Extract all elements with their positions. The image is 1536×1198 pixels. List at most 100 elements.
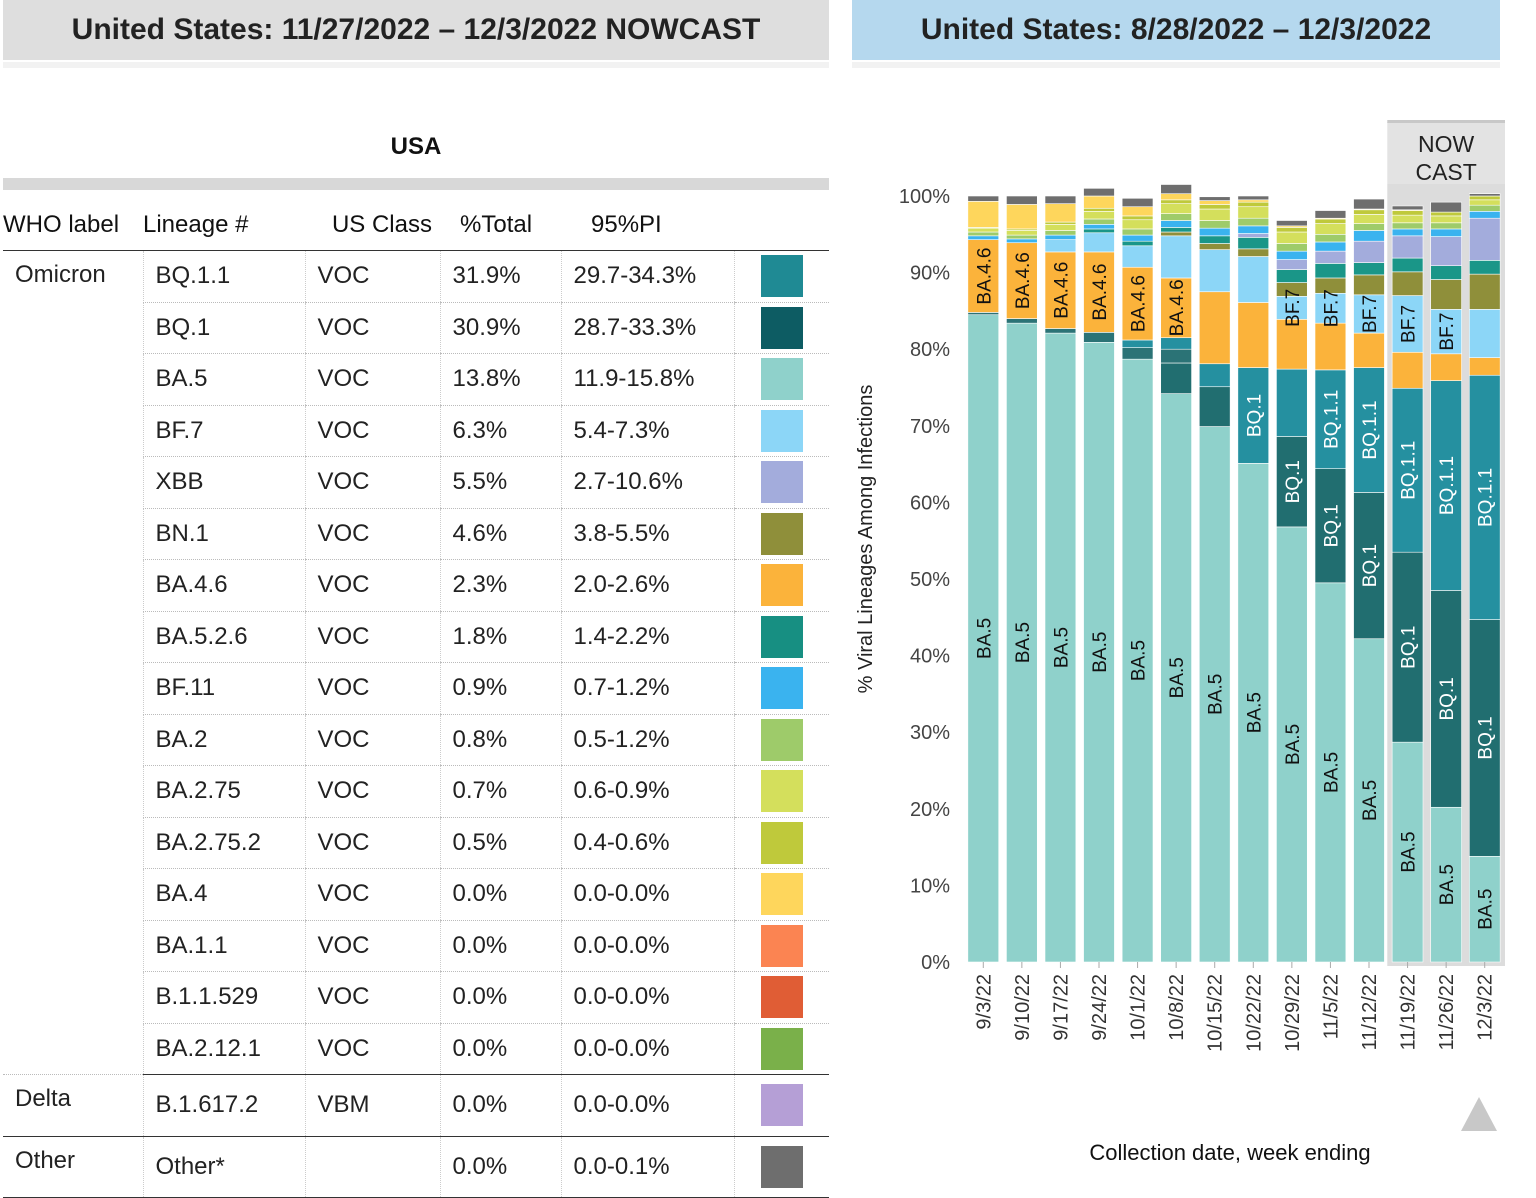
table-row: B.1.1.529 VOC 0.0% 0.0-0.0%	[3, 971, 829, 1024]
lineage-cell: BF.7	[142, 405, 305, 457]
total-cell: 0.0%	[439, 1023, 561, 1075]
y-axis-title: % Viral Lineages Among Infections	[855, 385, 877, 694]
lineage-cell: B.1.617.2	[142, 1074, 305, 1137]
total-cell: 0.7%	[439, 765, 561, 818]
bar-segment	[1468, 193, 1501, 197]
bar-label: BF.7	[1437, 313, 1458, 351]
lineage-cell: BA.2.12.1	[142, 1023, 305, 1075]
swatch-cell	[733, 250, 829, 303]
x-tick-label: 11/12/22	[1359, 974, 1381, 1050]
bar-segment	[1083, 218, 1115, 225]
bar-segment	[1391, 228, 1424, 237]
bar-segment	[1198, 220, 1231, 229]
x-tick-label: 9/3/22	[973, 974, 995, 1030]
bar-segment	[1468, 855, 1501, 963]
table-row: BA.5.2.6 VOC 1.8% 1.4-2.2%	[3, 611, 829, 663]
bar-segment	[1276, 368, 1308, 437]
class-cell: VOC	[304, 868, 440, 921]
swatch-cell	[733, 868, 829, 921]
bar-label: BA.4.6	[1090, 264, 1111, 321]
bar-segment	[1276, 250, 1308, 260]
bar-segment	[1353, 262, 1385, 276]
table-row: BA.2.12.1 VOC 0.0% 0.0-0.0%	[3, 1023, 829, 1075]
swatch-cell	[733, 714, 829, 766]
lineage-color-swatch	[760, 512, 803, 555]
lineage-color-swatch	[760, 409, 803, 452]
bar-label: BA.5	[1283, 724, 1304, 765]
y-tick-label: 40%	[910, 646, 950, 668]
table-row: BA.2 VOC 0.8% 0.5-1.2%	[3, 714, 829, 766]
bar-label: BQ.1	[1321, 504, 1342, 547]
bar-label: BQ.1	[1244, 394, 1265, 437]
bar-segment	[1044, 195, 1077, 204]
swatch-cell	[733, 559, 829, 612]
total-cell: 0.9%	[439, 662, 561, 715]
bar-label: BA.5	[1476, 889, 1497, 930]
bar-segment	[1121, 347, 1154, 360]
bar-segment	[1237, 463, 1270, 963]
swatch-cell	[733, 1074, 829, 1137]
pi-cell: 29.7-34.3%	[560, 250, 734, 303]
pi-cell: 0.4-0.6%	[560, 817, 734, 869]
bar-label: BA.5	[1167, 657, 1188, 698]
bar-segment	[1160, 362, 1192, 394]
lineage-color-swatch	[760, 1145, 803, 1188]
lineage-color-swatch	[760, 1084, 803, 1127]
bar-segment	[1160, 203, 1192, 214]
bar-segment	[1083, 224, 1115, 230]
y-tick-label: 60%	[910, 492, 950, 514]
bar-segment	[1430, 353, 1462, 381]
swatch-cell	[733, 353, 829, 406]
pi-cell: 2.0-2.6%	[560, 559, 734, 612]
bar-segment	[1468, 260, 1501, 275]
table-row: BQ.1 VOC 30.9% 28.7-33.3%	[3, 302, 829, 354]
swatch-cell	[733, 611, 829, 663]
lineage-color-swatch	[760, 615, 803, 658]
bar-segment	[1198, 243, 1231, 250]
bar-label: BF.7	[1399, 305, 1420, 343]
bar-segment	[1353, 209, 1385, 215]
bar-label: BA.5	[974, 618, 995, 659]
bar-segment	[1353, 367, 1385, 493]
lineage-color-swatch	[760, 873, 803, 916]
bar-segment	[1083, 251, 1115, 333]
bar-segment	[1198, 196, 1231, 201]
lineage-color-swatch	[760, 1027, 803, 1070]
bar-segment	[1006, 318, 1038, 324]
bar-segment	[967, 239, 1000, 313]
lineage-cell: BA.1.1	[142, 920, 305, 972]
bar-segment	[1391, 235, 1424, 259]
bar-segment	[1314, 250, 1347, 264]
bar-segment	[1237, 302, 1270, 368]
bar-segment	[1237, 201, 1270, 208]
bar-segment	[1468, 211, 1501, 219]
bar-segment	[1198, 204, 1231, 210]
class-cell: VOC	[304, 714, 440, 766]
bar-segment	[1160, 337, 1192, 350]
x-tick-label: 11/5/22	[1320, 974, 1342, 1039]
lineage-color-swatch	[760, 770, 803, 813]
bar-segment	[1237, 195, 1270, 201]
scroll-to-top-icon[interactable]	[1461, 1097, 1497, 1131]
bar-segment	[1083, 332, 1115, 343]
bar-segment	[1006, 322, 1038, 963]
bar-segment	[1276, 231, 1308, 244]
nowcast-header-title: United States: 11/27/2022 – 12/3/2022 NO…	[71, 13, 761, 46]
bar-segment	[1430, 211, 1462, 217]
bar-segment	[967, 227, 1000, 233]
y-tick-label: 80%	[910, 339, 950, 361]
bar-segment	[1391, 271, 1424, 296]
total-cell: 31.9%	[439, 250, 561, 303]
pi-cell: 3.8-5.5%	[560, 508, 734, 560]
x-tick-label: 10/1/22	[1128, 974, 1150, 1041]
bar-segment	[1044, 332, 1077, 963]
bar-segment	[1160, 193, 1192, 201]
col-who-label: WHO label	[3, 200, 143, 251]
bar-segment	[1083, 207, 1115, 212]
class-cell: VOC	[304, 1023, 440, 1075]
total-cell: 0.8%	[439, 714, 561, 766]
header-divider-right	[852, 62, 1500, 68]
table-row: BA.4.6 VOC 2.3% 2.0-2.6%	[3, 559, 829, 612]
x-tick-label: 10/29/22	[1282, 974, 1304, 1052]
bar-segment	[1044, 328, 1077, 334]
